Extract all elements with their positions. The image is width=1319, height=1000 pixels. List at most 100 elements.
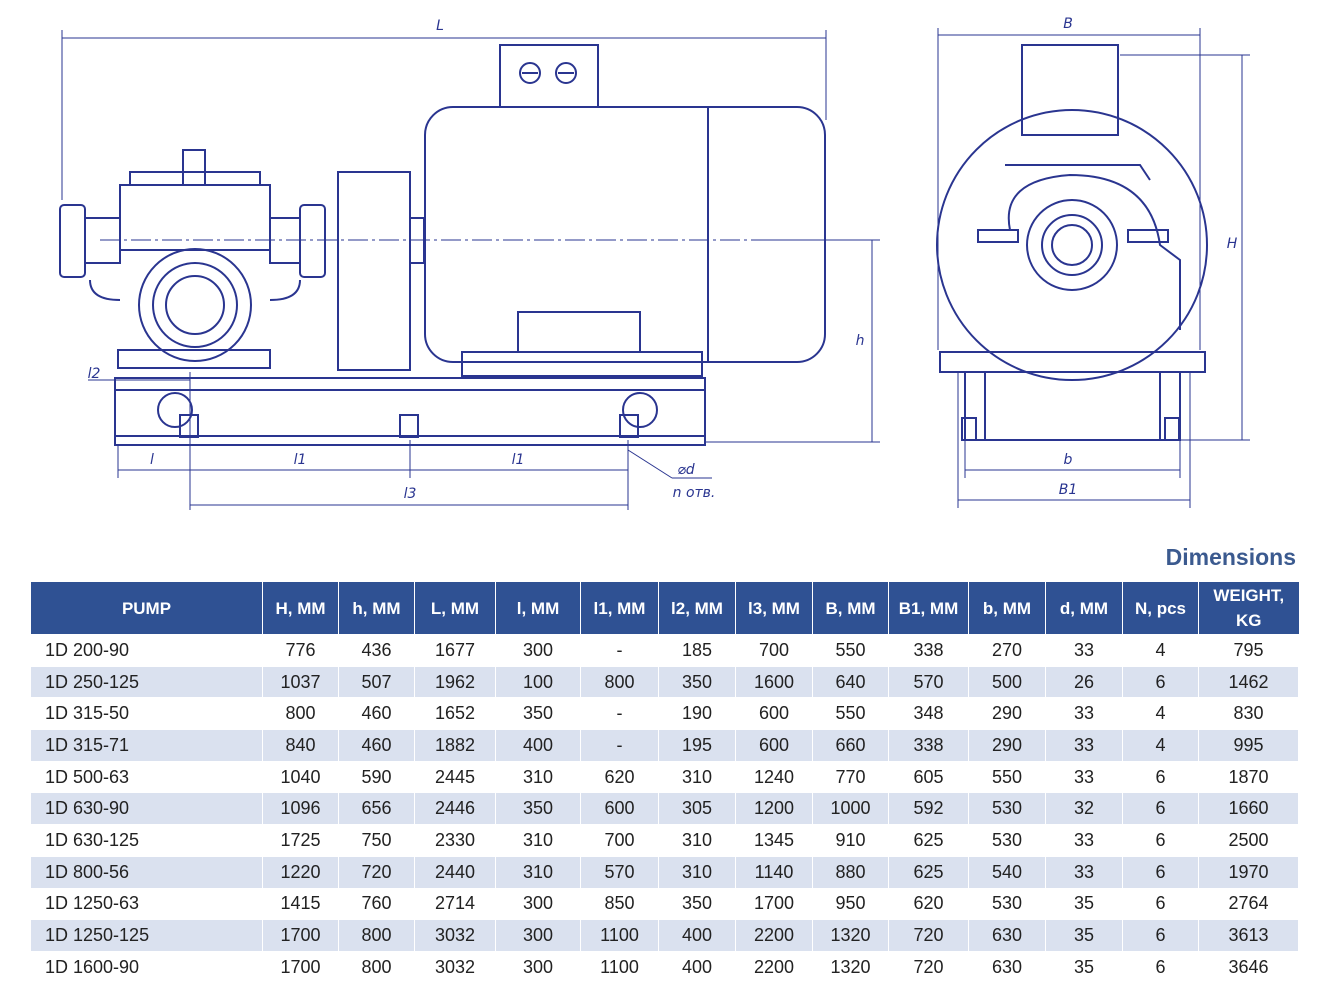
table-cell: 540 [968,855,1046,889]
table-cell: 310 [495,760,581,794]
table-cell: 1870 [1198,760,1299,794]
motor-part [519,62,541,84]
table-cell: 310 [495,855,581,889]
base-frame-part [157,392,193,428]
column-header: l2, MM [658,582,736,635]
table-cell: 33 [1045,697,1123,731]
table-row: 1D 630-90 1096 656 2446 350 600 305 1200 1000 592… [30,792,1299,826]
pump-model: 1D 315-71 [30,729,263,762]
motor-part [424,106,826,363]
table-cell: 625 [888,824,969,857]
side-view [936,44,1208,441]
table-cell: 1415 [262,887,339,921]
table-row: 1D 1600-90 1700 800 3032 300 1100 400 2200 1320 7… [30,950,1299,984]
table-cell: 850 [580,887,659,921]
dimension-label: l [150,452,154,468]
table-body: 1D 200-90 776 436 1677 300-185 700 550 338 270 33… [30,634,1299,984]
column-header: B1, MM [888,582,969,635]
table-row: 1D 315-71 840 460 1882 400-195 600 660 338 290 33… [30,729,1299,762]
table-cell: 600 [580,792,659,826]
table-cell: 300 [495,919,581,952]
table-cell: 1220 [262,855,339,889]
column-header: H, MM [262,582,339,635]
table-row: 1D 500-63 1040 590 2445 310 620 310 1240 770 605 5… [30,760,1299,794]
motor-part [461,351,703,377]
pump-model: 1D 1250-125 [30,919,263,952]
table-cell: 550 [968,760,1046,794]
table-row: 1D 630-125 1725 750 2330 310 700 310 1345 910 625… [30,824,1299,857]
header-row: PUMP H, MM h, MM L, MM l, MM l1, MM l2, MM l3, … [30,582,1299,635]
side-view-part [977,229,1019,243]
table-cell: 350 [495,697,581,731]
pump-model: 1D 500-63 [30,760,263,794]
side-view-part [961,417,977,441]
pump-model: 1D 800-56 [30,855,263,889]
motor-part [499,44,599,108]
table-cell: 460 [338,697,415,731]
pump-part [117,349,271,369]
table-cell: 400 [495,729,581,762]
pump-model: 1D 250-125 [30,665,263,699]
table-cell: 1140 [735,855,813,889]
table-cell: 270 [968,634,1046,667]
table-cell: 910 [812,824,889,857]
table-cell: 1240 [735,760,813,794]
table-cell: 950 [812,887,889,921]
table-cell: 1700 [262,919,339,952]
table-cell: 305 [658,792,736,826]
table-cell: 1037 [262,665,339,699]
table-cell: 2445 [414,760,496,794]
table-cell: 310 [658,855,736,889]
table-cell: 1700 [262,950,339,984]
pump [59,149,326,369]
dimension-label: l2 [88,366,101,382]
table-cell: 1462 [1198,665,1299,699]
dimension-label: l3 [404,486,417,502]
pump-part [269,217,301,264]
dimension-label: B [1063,16,1073,32]
pump-model: 1D 315-50 [30,697,263,731]
table-cell: 3613 [1198,919,1299,952]
table-cell: 1200 [735,792,813,826]
table-cell: 1882 [414,729,496,762]
motor-part [555,62,577,84]
table-cell: 700 [580,824,659,857]
table-cell: 310 [658,824,736,857]
table-row: 1D 200-90 776 436 1677 300-185 700 550 338 270 33… [30,634,1299,667]
motor [337,44,826,377]
table-cell: 620 [888,887,969,921]
table-cell: 33 [1045,729,1123,762]
base-frame-part [619,414,639,438]
table-cell: 2446 [414,792,496,826]
table-cell: 1096 [262,792,339,826]
column-header: l, MM [495,582,581,635]
table-cell: 3032 [414,950,496,984]
table-cell: 35 [1045,887,1123,921]
table-cell: 350 [658,665,736,699]
table-cell: 400 [658,919,736,952]
table-cell: 100 [495,665,581,699]
column-header: d, MM [1045,582,1123,635]
column-header: B, MM [812,582,889,635]
dimensions-table: PUMP H, MM h, MM L, MM l, MM l1, MM l2, MM l3, … [30,582,1299,984]
pump-part [84,217,121,264]
side-view-part [1005,164,1181,330]
table-cell: 300 [495,887,581,921]
table-cell: 770 [812,760,889,794]
dimension-label: H [1227,236,1238,252]
table-row: 1D 800-56 1220 720 2440 310 570 310 1140 880 625 5… [30,855,1299,889]
dimension-label: b [1064,452,1073,468]
side-view-part [1127,229,1169,243]
table-cell: 6 [1122,824,1199,857]
table-cell: 800 [338,919,415,952]
dimension-label: L l2 h l l1 l1 l3 ⌀d n отв. B H b B1 [88,16,1238,502]
table-cell: 592 [888,792,969,826]
side-view-part [964,371,1181,441]
table-cell: 1345 [735,824,813,857]
table-cell: 1962 [414,665,496,699]
base-frame-part [179,414,199,438]
pump-part [138,248,252,362]
table-cell: 750 [338,824,415,857]
pump-model: 1D 1600-90 [30,950,263,984]
